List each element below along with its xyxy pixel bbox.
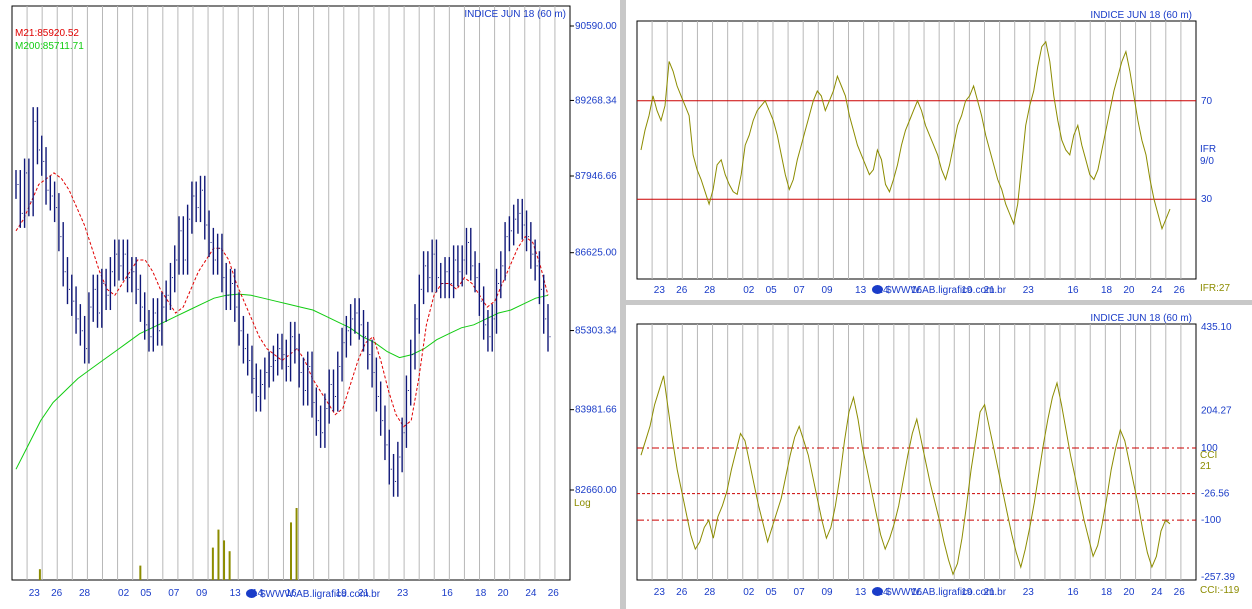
- indicator-y-tick: 70: [1201, 96, 1213, 107]
- indicator-y-tick: 435.10: [1201, 322, 1232, 333]
- indicator-x-tick: 05: [766, 285, 778, 296]
- price-x-tick: 16: [285, 588, 297, 599]
- log-scale-label: Log: [574, 498, 591, 509]
- ifr-chart-title: INDICE JUN 18 (60 m): [1090, 10, 1192, 21]
- indicator-x-tick: 02: [743, 587, 755, 598]
- indicator-x-tick: 09: [821, 285, 833, 296]
- watermark: $WWW.AB.ligrafico.com.br: [246, 589, 380, 600]
- indicator-x-tick: 14: [877, 587, 889, 598]
- price-x-tick: 16: [442, 588, 454, 599]
- indicator-y-tick: 100: [1201, 443, 1218, 454]
- price-x-tick: 26: [51, 588, 63, 599]
- price-x-tick: 05: [140, 588, 152, 599]
- ifr-chart-panel: 70 30 23 26 28 02 05 07 09 13 14 16 19 21 23 16 18 20 24 2…: [626, 0, 1252, 300]
- indicator-y-tick: 204.27: [1201, 405, 1232, 416]
- indicator-x-tick: 13: [855, 587, 867, 598]
- price-chart-title: INDICE JUN 18 (60 m): [464, 9, 566, 20]
- price-y-tick: 89268.34: [575, 95, 617, 106]
- ifr-footer-value: IFR:27: [1200, 283, 1230, 294]
- ma200-line: [15, 293, 549, 470]
- indicator-x-tick: 16: [911, 587, 923, 598]
- ma21-legend: M21:85920.52: [15, 28, 79, 39]
- indicator-x-tick: 21: [984, 587, 996, 598]
- price-x-tick: 26: [548, 588, 560, 599]
- indicator-x-tick: 05: [766, 587, 778, 598]
- price-x-tick: 23: [397, 588, 409, 599]
- price-x-tick: 24: [525, 588, 537, 599]
- watermark-text: $WWW.AB.ligrafico.com.br: [260, 589, 381, 600]
- indicator-x-tick: 16: [1067, 587, 1079, 598]
- ifr-indicator-label: IFR: [1200, 144, 1216, 155]
- cci-chart-svg: 435.10 204.27 100 -26.56 -100 -257.39 23 26 28 0…: [636, 313, 1240, 598]
- indicator-x-tick: 20: [1123, 587, 1135, 598]
- indicator-y-tick: -100: [1201, 515, 1221, 526]
- ma200-legend: M200:85711.71: [15, 41, 84, 52]
- cci-chart-panel: 435.10 204.27 100 -26.56 -100 -257.39 23 26 28 0…: [626, 305, 1252, 609]
- indicator-x-tick: 20: [1123, 285, 1135, 296]
- globe-icon: [246, 589, 257, 598]
- price-x-tick: 18: [475, 588, 487, 599]
- ifr-watermark-text: $WWW.AB.ligrafico.com.br: [886, 285, 1007, 296]
- price-y-tick: 87946.66: [575, 171, 617, 182]
- indicator-y-tick: 30: [1201, 194, 1213, 205]
- indicator-x-tick: 07: [794, 587, 806, 598]
- price-x-tick: 14: [252, 588, 264, 599]
- indicator-x-tick: 19: [961, 587, 973, 598]
- globe-icon: [872, 587, 883, 596]
- cci-watermark-text: $WWW.AB.ligrafico.com.br: [886, 587, 1007, 598]
- indicator-x-tick: 26: [676, 285, 688, 296]
- indicator-y-tick: -257.39: [1201, 572, 1235, 583]
- price-y-tick: 82660.00: [575, 485, 617, 496]
- cci-indicator-params: 21: [1200, 461, 1212, 472]
- price-x-tick: 23: [29, 588, 41, 599]
- ifr-chart-svg: 70 30 23 26 28 02 05 07 09 13 14 16 19 21 23 16 18 20 24 2…: [636, 10, 1230, 296]
- indicator-x-tick: 24: [1151, 587, 1163, 598]
- indicator-x-tick: 21: [984, 285, 996, 296]
- cci-footer-value: CCI:-119: [1200, 585, 1240, 596]
- indicator-x-tick: 24: [1151, 285, 1163, 296]
- ifr-line: [640, 40, 1171, 231]
- indicator-x-tick: 19: [961, 285, 973, 296]
- cci-watermark: $WWW.AB.ligrafico.com.br: [872, 587, 1006, 598]
- price-y-tick: 90590.00: [575, 21, 617, 32]
- indicator-x-tick: 18: [1101, 285, 1113, 296]
- price-chart-svg: 90590.00 89268.34 87946.66 86625.00 85303.34…: [11, 5, 617, 599]
- indicator-x-tick: 26: [1174, 285, 1186, 296]
- indicator-x-tick: 23: [1023, 587, 1035, 598]
- cci-chart-title: INDICE JUN 18 (60 m): [1090, 313, 1192, 324]
- indicator-x-tick: 28: [704, 285, 716, 296]
- ifr-watermark: $WWW.AB.ligrafico.com.br: [872, 285, 1006, 296]
- price-x-tick: 07: [168, 588, 180, 599]
- indicator-x-tick: 16: [911, 285, 923, 296]
- price-x-tick: 19: [336, 588, 348, 599]
- price-y-tick: 85303.34: [575, 326, 617, 337]
- indicator-x-tick: 23: [654, 587, 666, 598]
- cci-line: [640, 375, 1171, 576]
- price-x-tick: 21: [358, 588, 370, 599]
- indicator-x-tick: 02: [743, 285, 755, 296]
- indicator-x-tick: 07: [794, 285, 806, 296]
- indicator-x-tick: 23: [1023, 285, 1035, 296]
- price-x-tick: 02: [118, 588, 130, 599]
- indicator-x-tick: 14: [877, 285, 889, 296]
- indicator-x-tick: 28: [704, 587, 716, 598]
- price-x-tick: 28: [79, 588, 91, 599]
- indicator-x-tick: 18: [1101, 587, 1113, 598]
- indicator-x-tick: 13: [855, 285, 867, 296]
- price-y-tick: 83981.66: [575, 405, 617, 416]
- price-y-tick: 86625.00: [575, 248, 617, 259]
- indicator-x-tick: 09: [821, 587, 833, 598]
- cci-indicator-label: CCI: [1200, 450, 1217, 461]
- price-x-tick: 20: [497, 588, 509, 599]
- ifr-indicator-params: 9/0: [1200, 156, 1214, 167]
- price-x-tick: 13: [230, 588, 242, 599]
- indicator-y-tick: -26.56: [1201, 489, 1230, 500]
- indicator-x-tick: 26: [1174, 587, 1186, 598]
- price-chart-panel: 90590.00 89268.34 87946.66 86625.00 85303.34…: [0, 0, 620, 609]
- price-x-tick: 09: [196, 588, 208, 599]
- indicator-x-tick: 23: [654, 285, 666, 296]
- indicator-x-tick: 26: [676, 587, 688, 598]
- indicator-x-tick: 16: [1067, 285, 1079, 296]
- globe-icon: [872, 285, 883, 294]
